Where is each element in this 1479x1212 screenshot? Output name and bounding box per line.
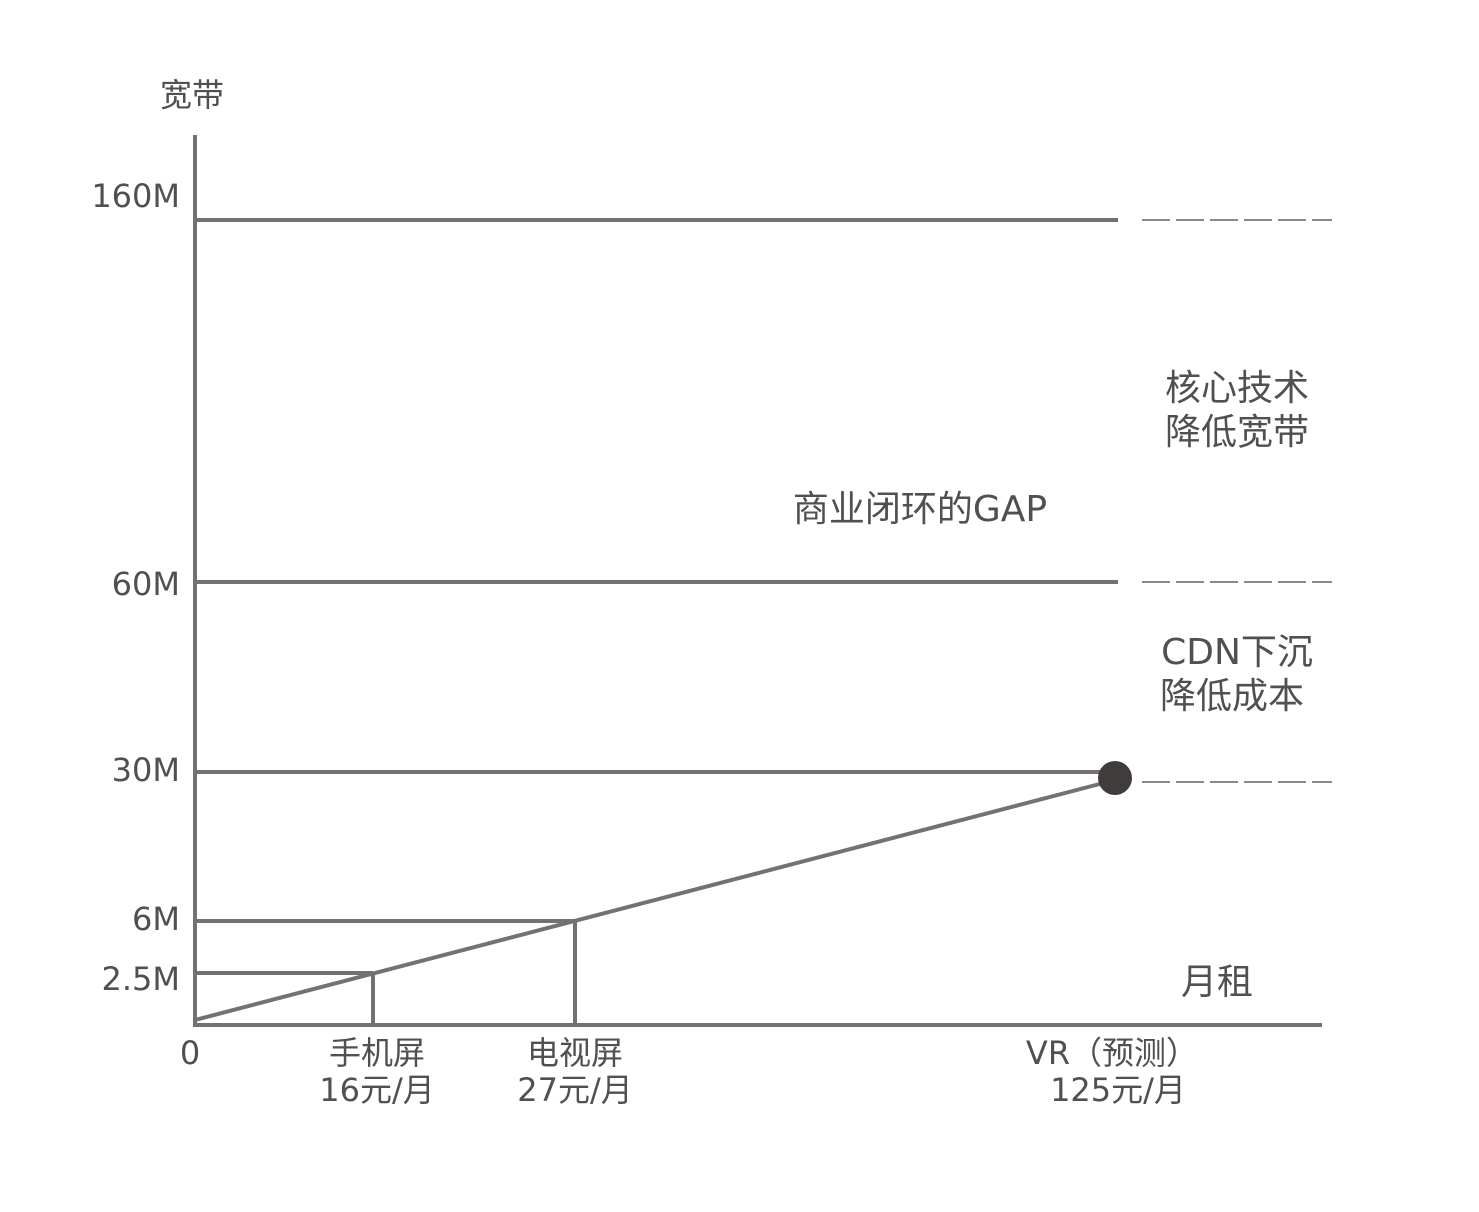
- x-tick-sublabel: 16元/月: [319, 1071, 435, 1109]
- x-tick-label: VR（预测）: [1026, 1034, 1198, 1072]
- trend-line: [194, 778, 1116, 1022]
- x-origin-label: 0: [180, 1034, 200, 1072]
- y-tick-label: 60M: [112, 565, 180, 603]
- x-tick-sublabel: 125元/月: [1050, 1071, 1186, 1109]
- cdn-annotation: 降低成本: [1160, 676, 1304, 717]
- tech-annotation: 降低宽带: [1165, 412, 1309, 453]
- x-axis-title: 月租: [1181, 962, 1253, 1003]
- y-tick-label: 6M: [132, 900, 180, 938]
- cdn-annotation: CDN下沉: [1161, 632, 1313, 673]
- x-tick-label: 电视屏: [527, 1034, 623, 1072]
- gap-annotation: 商业闭环的GAP: [793, 489, 1047, 530]
- axes: [193, 135, 1332, 1027]
- y-tick-label: 160M: [91, 177, 180, 215]
- y-tick-label: 30M: [112, 751, 180, 789]
- x-tick-label: 手机屏: [329, 1034, 425, 1072]
- y-axis-title: 宽带: [160, 76, 224, 114]
- tech-annotation: 核心技术: [1165, 368, 1309, 409]
- x-tick-sublabel: 27元/月: [517, 1071, 633, 1109]
- vr-point: [1098, 761, 1132, 795]
- y-tick-label: 2.5M: [102, 960, 181, 998]
